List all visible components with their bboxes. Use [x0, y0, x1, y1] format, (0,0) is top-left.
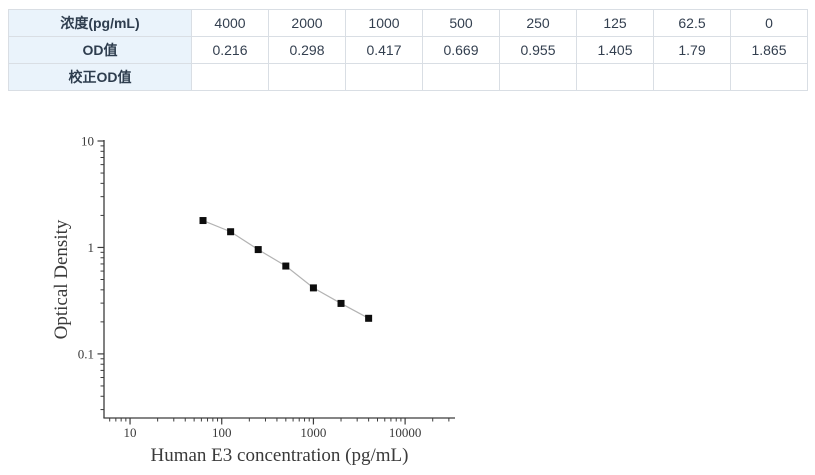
x-tick-label: 1000: [300, 425, 326, 440]
data-point-marker: [309, 284, 317, 292]
row-header-concentration: 浓度(pg/mL): [8, 9, 192, 37]
corrected-od-cell: [730, 63, 808, 91]
table-row-concentration: 浓度(pg/mL) 4000 2000 1000 500 250 125 62.…: [8, 9, 808, 37]
table-row-corrected-od: 校正OD值: [8, 63, 808, 91]
data-point-marker: [227, 228, 235, 236]
corrected-od-cell: [345, 63, 423, 91]
concentration-value: 250: [499, 9, 577, 37]
corrected-od-cell: [191, 63, 269, 91]
x-tick-label: 10000: [389, 425, 422, 440]
od-value: 1.865: [730, 36, 808, 64]
row-header-od: OD值: [8, 36, 192, 64]
data-point-marker: [254, 246, 262, 254]
y-tick-label: 0.1: [78, 346, 94, 361]
x-tick-label: 10: [124, 425, 137, 440]
od-value: 0.417: [345, 36, 423, 64]
concentration-value: 500: [422, 9, 500, 37]
od-value: 0.669: [422, 36, 500, 64]
corrected-od-cell: [422, 63, 500, 91]
x-axis-title: Human E3 concentration (pg/mL): [150, 445, 408, 466]
concentration-value: 0: [730, 9, 808, 37]
corrected-od-cell: [576, 63, 654, 91]
row-header-corrected-od: 校正OD值: [8, 63, 192, 91]
od-value: 1.405: [576, 36, 654, 64]
data-point-marker: [337, 299, 345, 307]
od-value: 0.298: [268, 36, 346, 64]
data-point-marker: [199, 217, 207, 225]
od-value: 0.216: [191, 36, 269, 64]
y-tick-label: 10: [81, 134, 94, 149]
od-value: 0.955: [499, 36, 577, 64]
y-axis-title: Optical Density: [51, 219, 72, 339]
concentration-value: 4000: [191, 9, 269, 37]
concentration-value: 62.5: [653, 9, 731, 37]
elisa-data-table: 浓度(pg/mL) 4000 2000 1000 500 250 125 62.…: [8, 9, 808, 91]
corrected-od-cell: [268, 63, 346, 91]
corrected-od-cell: [653, 63, 731, 91]
x-tick-label: 100: [212, 425, 232, 440]
table-row-od: OD值 0.216 0.298 0.417 0.669 0.955 1.405 …: [8, 36, 808, 64]
data-point-marker: [282, 262, 290, 270]
corrected-od-cell: [499, 63, 577, 91]
concentration-value: 125: [576, 9, 654, 37]
concentration-value: 2000: [268, 9, 346, 37]
concentration-value: 1000: [345, 9, 423, 37]
od-value: 1.79: [653, 36, 731, 64]
y-tick-label: 1: [88, 240, 95, 255]
data-point-marker: [365, 314, 373, 322]
